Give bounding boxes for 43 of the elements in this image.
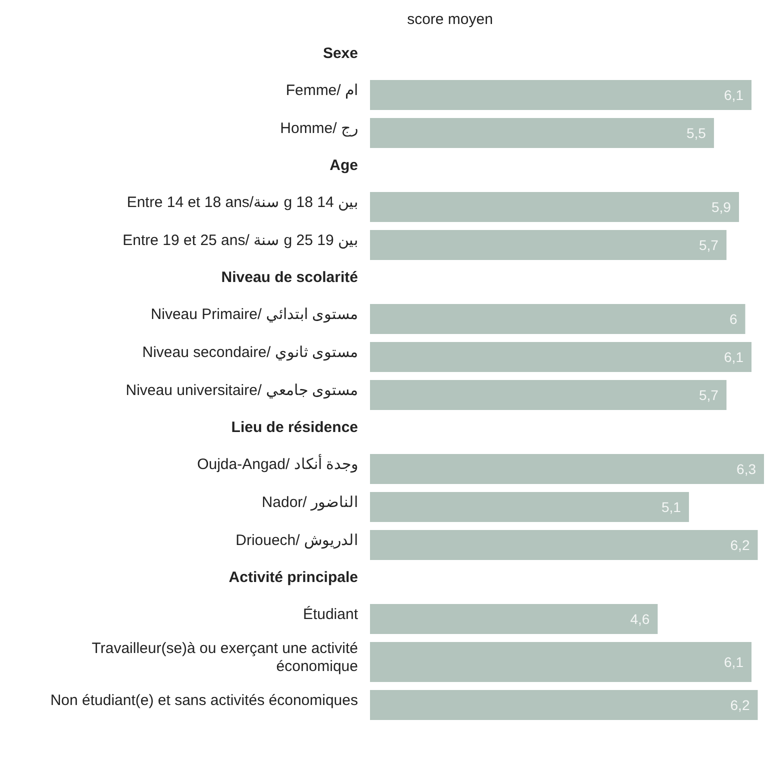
y-tick-label: Niveau de scolarité: [220, 269, 358, 287]
bar: [370, 230, 726, 260]
bar: [370, 380, 726, 410]
data-label: 6,2: [730, 537, 750, 553]
y-tick-label: Activité principale: [228, 569, 358, 587]
y-tick-label: Travailleur(se)à ou exerçant une activité économique: [90, 640, 358, 676]
y-tick-label: مستوى ابتدائي /Niveau Primaire: [150, 306, 358, 324]
bar: [370, 342, 752, 372]
data-label: 6: [729, 311, 738, 327]
y-tick-label: رج /Homme: [279, 120, 358, 138]
data-label: 6,1: [724, 349, 744, 365]
y-tick-label: مستوى جامعي /Niveau universitaire: [124, 382, 358, 400]
bar: [370, 604, 658, 634]
data-label: 6,3: [736, 461, 756, 477]
data-label: 6,1: [724, 654, 744, 670]
y-tick-label: وجدة أنكاد /Oujda-Angad: [196, 456, 358, 474]
y-tick-label: Étudiant: [302, 606, 358, 624]
bar: [370, 304, 746, 334]
bar: [370, 492, 689, 522]
data-label: 5,1: [661, 499, 682, 515]
data-label: 6,2: [730, 697, 750, 713]
bar: [370, 454, 764, 484]
y-tick-label: Age: [328, 157, 358, 175]
y-tick-label: الدريوش /Driouech: [234, 532, 358, 550]
y-tick-label: Lieu de résidence: [230, 419, 358, 437]
data-label: 5,7: [699, 237, 719, 253]
data-label: 5,9: [712, 199, 732, 215]
y-tick-label: مستوى ثانوي /Niveau secondaire: [141, 344, 358, 362]
data-label: 6,1: [724, 87, 744, 103]
data-label: 5,7: [699, 387, 719, 403]
y-tick-label: الناضور /Nador: [260, 494, 358, 512]
y-tick-label: بين 19 g 25 سنة /Entre 19 et 25 ans: [122, 232, 358, 250]
data-label: 4,6: [630, 611, 650, 627]
y-tick-label: Non étudiant(e) et sans activités économiques: [49, 692, 358, 710]
chart-title: score moyen: [407, 11, 493, 28]
bar: [370, 118, 714, 148]
y-tick-label: بين 14 g 18 سنة/Entre 14 et 18 ans: [126, 194, 358, 212]
bar: [370, 530, 758, 560]
bar: [370, 192, 739, 222]
y-tick-label: Sexe: [322, 45, 358, 63]
data-label: 5,5: [686, 125, 706, 141]
y-tick-label: ام /Femme: [284, 82, 358, 100]
bar: [370, 80, 752, 110]
